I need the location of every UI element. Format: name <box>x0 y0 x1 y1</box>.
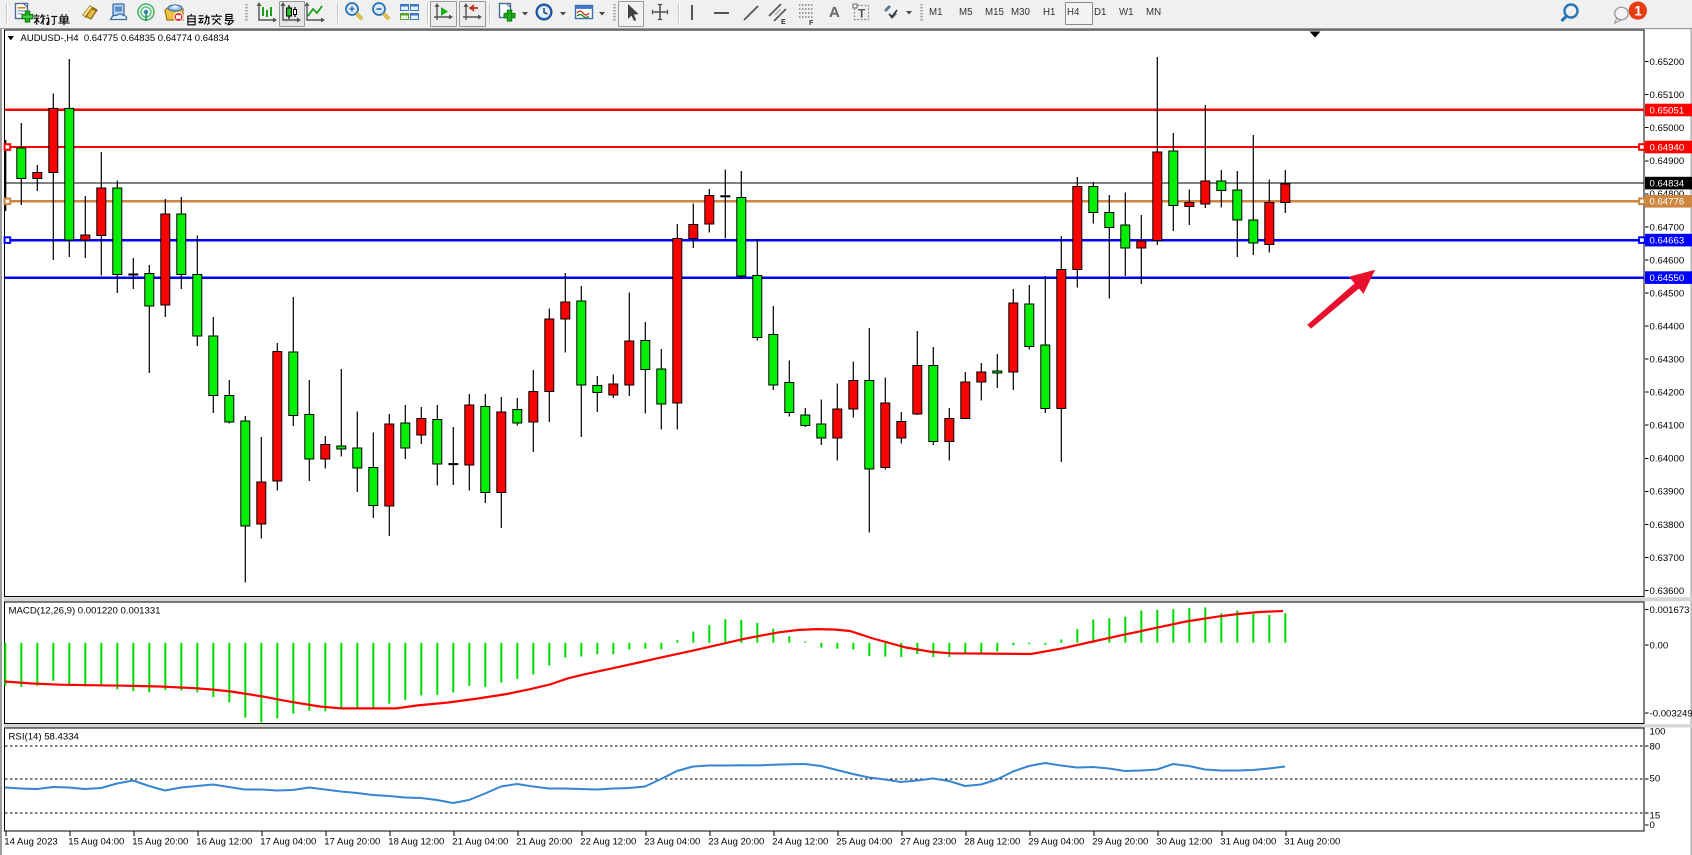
svg-text:29 Aug 04:00: 29 Aug 04:00 <box>1028 837 1084 848</box>
svg-text:22 Aug 12:00: 22 Aug 12:00 <box>580 837 636 848</box>
svg-text:31 Aug 20:00: 31 Aug 20:00 <box>1284 837 1340 848</box>
svg-text:1: 1 <box>1634 3 1642 18</box>
svg-text:0.64900: 0.64900 <box>1650 156 1685 167</box>
svg-text:29 Aug 20:00: 29 Aug 20:00 <box>1092 837 1148 848</box>
svg-text:F: F <box>809 20 814 26</box>
svg-text:24 Aug 12:00: 24 Aug 12:00 <box>772 837 828 848</box>
svg-text:0.63900: 0.63900 <box>1650 487 1685 498</box>
svg-text:0.64700: 0.64700 <box>1650 222 1685 233</box>
svg-text:23 Aug 04:00: 23 Aug 04:00 <box>644 837 700 848</box>
svg-text:0.64100: 0.64100 <box>1650 421 1685 432</box>
svg-text:50: 50 <box>1650 774 1661 785</box>
svg-text:31 Aug 04:00: 31 Aug 04:00 <box>1220 837 1276 848</box>
svg-text:21 Aug 04:00: 21 Aug 04:00 <box>452 837 508 848</box>
svg-text:0.001673: 0.001673 <box>1650 605 1690 616</box>
svg-text:-0.003249: -0.003249 <box>1650 709 1692 720</box>
svg-text:0.65051: 0.65051 <box>1650 105 1685 116</box>
svg-text:AUDUSD-,H4 0.64775 0.64835 0.: AUDUSD-,H4 0.64775 0.64835 0.64774 0.648… <box>21 33 230 44</box>
svg-text:0.64400: 0.64400 <box>1650 322 1685 333</box>
svg-text:0.63800: 0.63800 <box>1650 520 1685 531</box>
svg-text:0.00: 0.00 <box>1650 641 1669 652</box>
svg-text:80: 80 <box>1650 742 1661 753</box>
svg-text:MACD(12,26,9) 0.001220 0.00133: MACD(12,26,9) 0.001220 0.001331 <box>9 606 161 617</box>
svg-text:0.64834: 0.64834 <box>1650 179 1685 190</box>
svg-text:17 Aug 04:00: 17 Aug 04:00 <box>260 837 316 848</box>
svg-text:0.64550: 0.64550 <box>1650 273 1685 284</box>
svg-text:17 Aug 20:00: 17 Aug 20:00 <box>324 837 380 848</box>
svg-text:0.64600: 0.64600 <box>1650 255 1685 266</box>
svg-text:15 Aug 20:00: 15 Aug 20:00 <box>132 837 188 848</box>
svg-text:14 Aug 2023: 14 Aug 2023 <box>4 837 57 848</box>
svg-text:0: 0 <box>1650 820 1655 831</box>
svg-text:0.65000: 0.65000 <box>1650 123 1685 134</box>
svg-text:30 Aug 12:00: 30 Aug 12:00 <box>1156 837 1212 848</box>
svg-text:0.64200: 0.64200 <box>1650 388 1685 399</box>
svg-text:T: T <box>858 7 866 21</box>
svg-text:15 Aug 04:00: 15 Aug 04:00 <box>68 837 124 848</box>
svg-text:0.63600: 0.63600 <box>1650 586 1685 597</box>
svg-text:0.64776: 0.64776 <box>1650 197 1685 208</box>
svg-text:0.63700: 0.63700 <box>1650 553 1685 564</box>
svg-text:0.64500: 0.64500 <box>1650 288 1685 299</box>
svg-text:23 Aug 20:00: 23 Aug 20:00 <box>708 837 764 848</box>
svg-text:100: 100 <box>1650 726 1666 737</box>
svg-text:0.64663: 0.64663 <box>1650 236 1685 247</box>
svg-text:25 Aug 04:00: 25 Aug 04:00 <box>836 837 892 848</box>
svg-text:27 Aug 23:00: 27 Aug 23:00 <box>900 837 956 848</box>
svg-text:0.64300: 0.64300 <box>1650 355 1685 366</box>
svg-text:15: 15 <box>1650 810 1661 821</box>
svg-text:RSI(14) 58.4334: RSI(14) 58.4334 <box>9 732 80 743</box>
svg-text:21 Aug 20:00: 21 Aug 20:00 <box>516 837 572 848</box>
svg-text:0.64000: 0.64000 <box>1650 454 1685 465</box>
svg-text:16 Aug 12:00: 16 Aug 12:00 <box>196 837 252 848</box>
svg-text:0.64940: 0.64940 <box>1650 142 1685 153</box>
svg-text:0.64800: 0.64800 <box>1650 189 1685 200</box>
svg-text:0.65100: 0.65100 <box>1650 90 1685 101</box>
svg-text:18 Aug 12:00: 18 Aug 12:00 <box>388 837 444 848</box>
svg-text:0.65200: 0.65200 <box>1650 57 1685 68</box>
svg-text:28 Aug 12:00: 28 Aug 12:00 <box>964 837 1020 848</box>
svg-text:E: E <box>781 19 786 26</box>
